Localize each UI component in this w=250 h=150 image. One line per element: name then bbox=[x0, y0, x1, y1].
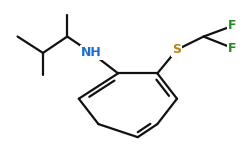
Text: NH: NH bbox=[81, 46, 102, 59]
Text: S: S bbox=[172, 43, 182, 56]
Text: F: F bbox=[228, 42, 237, 54]
Text: F: F bbox=[228, 20, 237, 32]
